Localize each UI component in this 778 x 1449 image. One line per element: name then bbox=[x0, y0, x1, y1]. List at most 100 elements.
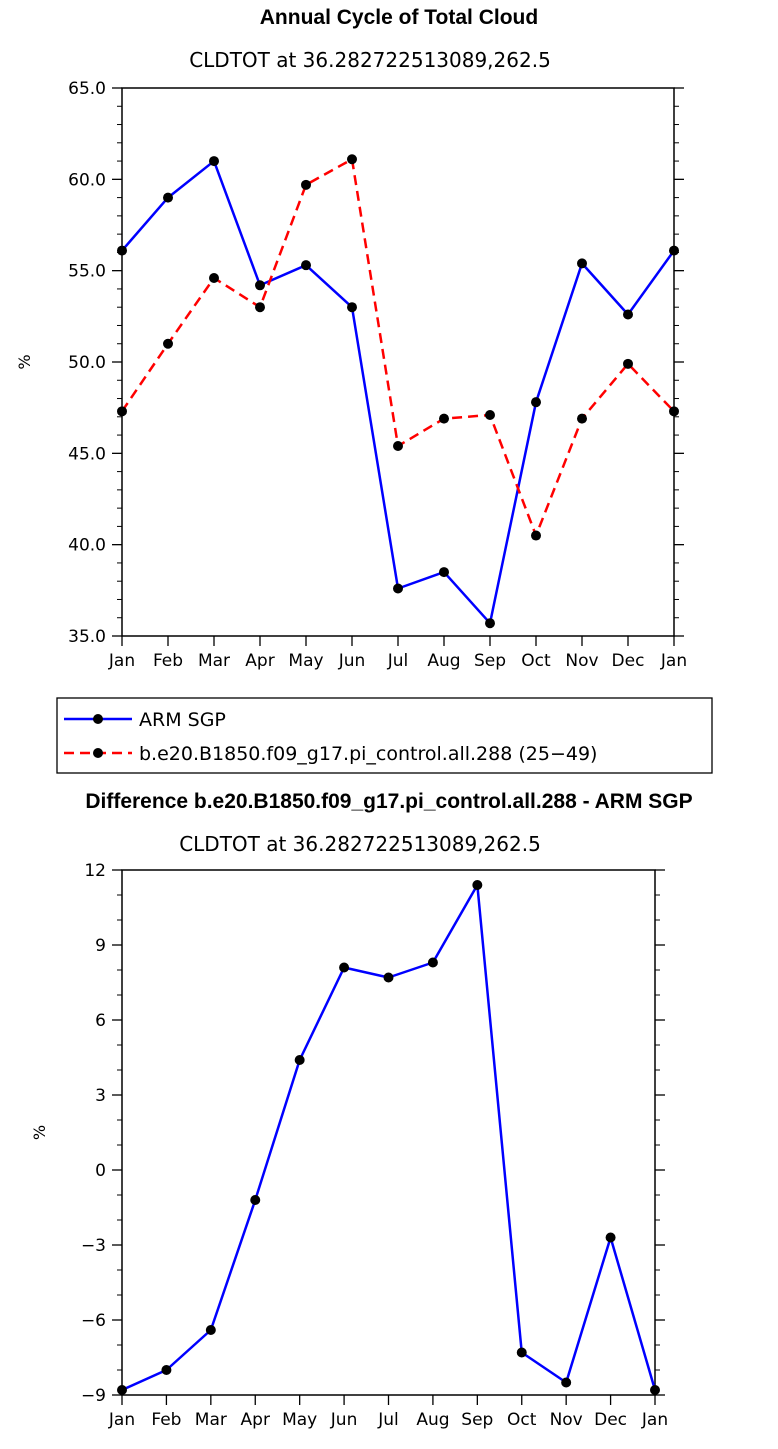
chart2-xtick-label: Dec bbox=[594, 1410, 627, 1430]
chart2-ylabel: % bbox=[30, 1125, 49, 1140]
chart1-xtick-label: Jan bbox=[108, 651, 135, 671]
chart2-ytick-label: −9 bbox=[81, 1386, 106, 1406]
chart2-series-line-0 bbox=[121, 883, 657, 1392]
chart2-xtick-label: Jun bbox=[330, 1410, 358, 1430]
chart2-series-0-point bbox=[339, 962, 350, 973]
chart2-title: Difference b.e20.B1850.f09_g17.pi_contro… bbox=[85, 790, 692, 813]
chart2-series-0-point bbox=[383, 972, 394, 983]
chart1-ytick-label: 50.0 bbox=[68, 353, 106, 373]
chart2-ytick-label: −3 bbox=[81, 1236, 106, 1256]
chart1-series-0-point bbox=[623, 309, 633, 320]
chart2-xtick-label: Feb bbox=[151, 1410, 181, 1430]
chart2-ytick-label: 6 bbox=[95, 1011, 106, 1031]
chart1-series-1-point bbox=[623, 358, 633, 369]
chart1-series-0-point bbox=[117, 245, 127, 256]
chart1-xtick-label: Aug bbox=[427, 651, 460, 671]
chart1-subtitle: CLDTOT at 36.282722513089,262.5 bbox=[189, 48, 551, 72]
chart1-xtick-label: Feb bbox=[153, 651, 183, 671]
chart1-ytick-label: 35.0 bbox=[68, 627, 106, 647]
chart1-xtick-label: Oct bbox=[521, 651, 551, 671]
chart2-ytick-label: 12 bbox=[84, 861, 106, 881]
chart1-series-1-point bbox=[301, 179, 311, 190]
chart2-xtick-label: May bbox=[282, 1410, 317, 1430]
chart2-plot: −9 −6 −3 0 3 6 9 12 Jan Feb Mar Apr May Jun Jul Aug Sep O… bbox=[30, 861, 668, 1430]
chart2-ytick-label: −6 bbox=[81, 1311, 106, 1331]
chart2-xtick-label: Sep bbox=[461, 1410, 493, 1430]
legend-marker-obs bbox=[93, 714, 103, 724]
chart1-frame bbox=[121, 87, 675, 637]
chart2-xtick-label: Oct bbox=[507, 1410, 537, 1430]
chart2-xtick-label: Jan bbox=[108, 1410, 135, 1430]
chart2-series-0-point bbox=[250, 1195, 261, 1205]
chart1-xtick-label: Sep bbox=[474, 651, 506, 671]
chart2-xtick-label: Nov bbox=[550, 1410, 583, 1430]
chart2-series-0-point bbox=[117, 1385, 127, 1395]
chart2-xtick-label: Mar bbox=[195, 1410, 227, 1430]
chart2-ytick-label: 0 bbox=[95, 1161, 106, 1181]
chart2-xtick-label: Aug bbox=[416, 1410, 449, 1430]
chart2-series-0-point bbox=[427, 957, 438, 968]
chart1-series-0-point bbox=[393, 583, 403, 594]
chart1-xtick-label: Apr bbox=[245, 651, 274, 671]
chart1-series-1-point bbox=[439, 413, 449, 424]
chart1-ylabel: % bbox=[15, 354, 34, 369]
chart1-xtick-label: Nov bbox=[565, 651, 598, 671]
chart1-series-1-point bbox=[531, 530, 541, 541]
chart2-series-0-point bbox=[605, 1232, 616, 1243]
chart1-series-1-point bbox=[117, 406, 127, 417]
legend-label-obs: ARM SGP bbox=[139, 709, 226, 731]
chart1-xtick-label: May bbox=[288, 651, 323, 671]
chart1-ytick-label: 55.0 bbox=[68, 262, 106, 282]
chart1-ytick-label: 45.0 bbox=[68, 444, 106, 464]
chart1-series-0-point bbox=[669, 245, 679, 256]
chart1-series-line-1 bbox=[120, 157, 675, 537]
chart1-series-1-point bbox=[347, 154, 357, 165]
chart2-series-0-point bbox=[472, 880, 483, 890]
chart1-series-0-point bbox=[255, 280, 265, 291]
chart1-xtick-label: Dec bbox=[612, 651, 645, 671]
chart2-series-0-point bbox=[516, 1347, 527, 1358]
chart2-xtick-label: Jul bbox=[377, 1410, 399, 1430]
chart1-series-0-point bbox=[485, 618, 495, 629]
chart1-series-1-point bbox=[669, 406, 679, 417]
chart1-series-0-point bbox=[163, 192, 173, 203]
chart1-ytick-label: 60.0 bbox=[68, 170, 106, 190]
chart1-xtick-label: Jun bbox=[338, 651, 366, 671]
legend-marker-model bbox=[93, 748, 103, 758]
chart1-series-0-point bbox=[301, 260, 311, 271]
chart1-series-1-point bbox=[577, 413, 587, 424]
chart1-ytick-label: 65.0 bbox=[68, 79, 106, 99]
legend-box bbox=[56, 697, 713, 774]
chart1-series-0-point bbox=[531, 397, 541, 408]
chart1-series-1-point bbox=[209, 272, 219, 283]
chart1-title: Annual Cycle of Total Cloud bbox=[260, 6, 538, 29]
chart1-series-line-0 bbox=[121, 159, 676, 625]
chart2-ytick-label: 9 bbox=[95, 936, 106, 956]
chart2-series-0-point bbox=[205, 1325, 216, 1335]
chart2-subtitle: CLDTOT at 36.282722513089,262.5 bbox=[179, 832, 541, 856]
chart2-series-0-point bbox=[161, 1365, 172, 1375]
chart1-xtick-label: Mar bbox=[198, 651, 230, 671]
chart1-plot: 35.0 40.0 45.0 50.0 55.0 60.0 65.0 Jan Feb Mar Apr… bbox=[15, 79, 687, 671]
chart1-series-1-point bbox=[163, 338, 173, 349]
chart1-series-0-point bbox=[577, 258, 587, 269]
chart2-series-0-point bbox=[650, 1385, 660, 1395]
chart2-ytick-label: 3 bbox=[95, 1086, 106, 1106]
chart1-series-1-point bbox=[485, 409, 495, 420]
chart1-series-1-point bbox=[393, 441, 403, 452]
chart2-xtick-label: Jan bbox=[641, 1410, 668, 1430]
chart2-series-0-point bbox=[561, 1377, 572, 1388]
chart2-xtick-label: Apr bbox=[241, 1410, 270, 1430]
chart1-series-0-point bbox=[439, 567, 449, 578]
legend-label-model: b.e20.B1850.f09_g17.pi_control.all.288 (… bbox=[139, 743, 597, 765]
chart2-series-0-point bbox=[294, 1055, 305, 1065]
chart1-series-1-point bbox=[255, 302, 265, 313]
chart2-frame bbox=[121, 869, 656, 1396]
chart1-ytick-label: 40.0 bbox=[68, 536, 106, 556]
chart1-series-0-point bbox=[209, 156, 219, 167]
chart1-series-0-point bbox=[347, 302, 357, 313]
chart1-xtick-label: Jul bbox=[387, 651, 409, 671]
chart1-xtick-label: Jan bbox=[660, 651, 687, 671]
legend: ARM SGP b.e20.B1850.f09_g17.pi_control.a… bbox=[56, 697, 713, 774]
